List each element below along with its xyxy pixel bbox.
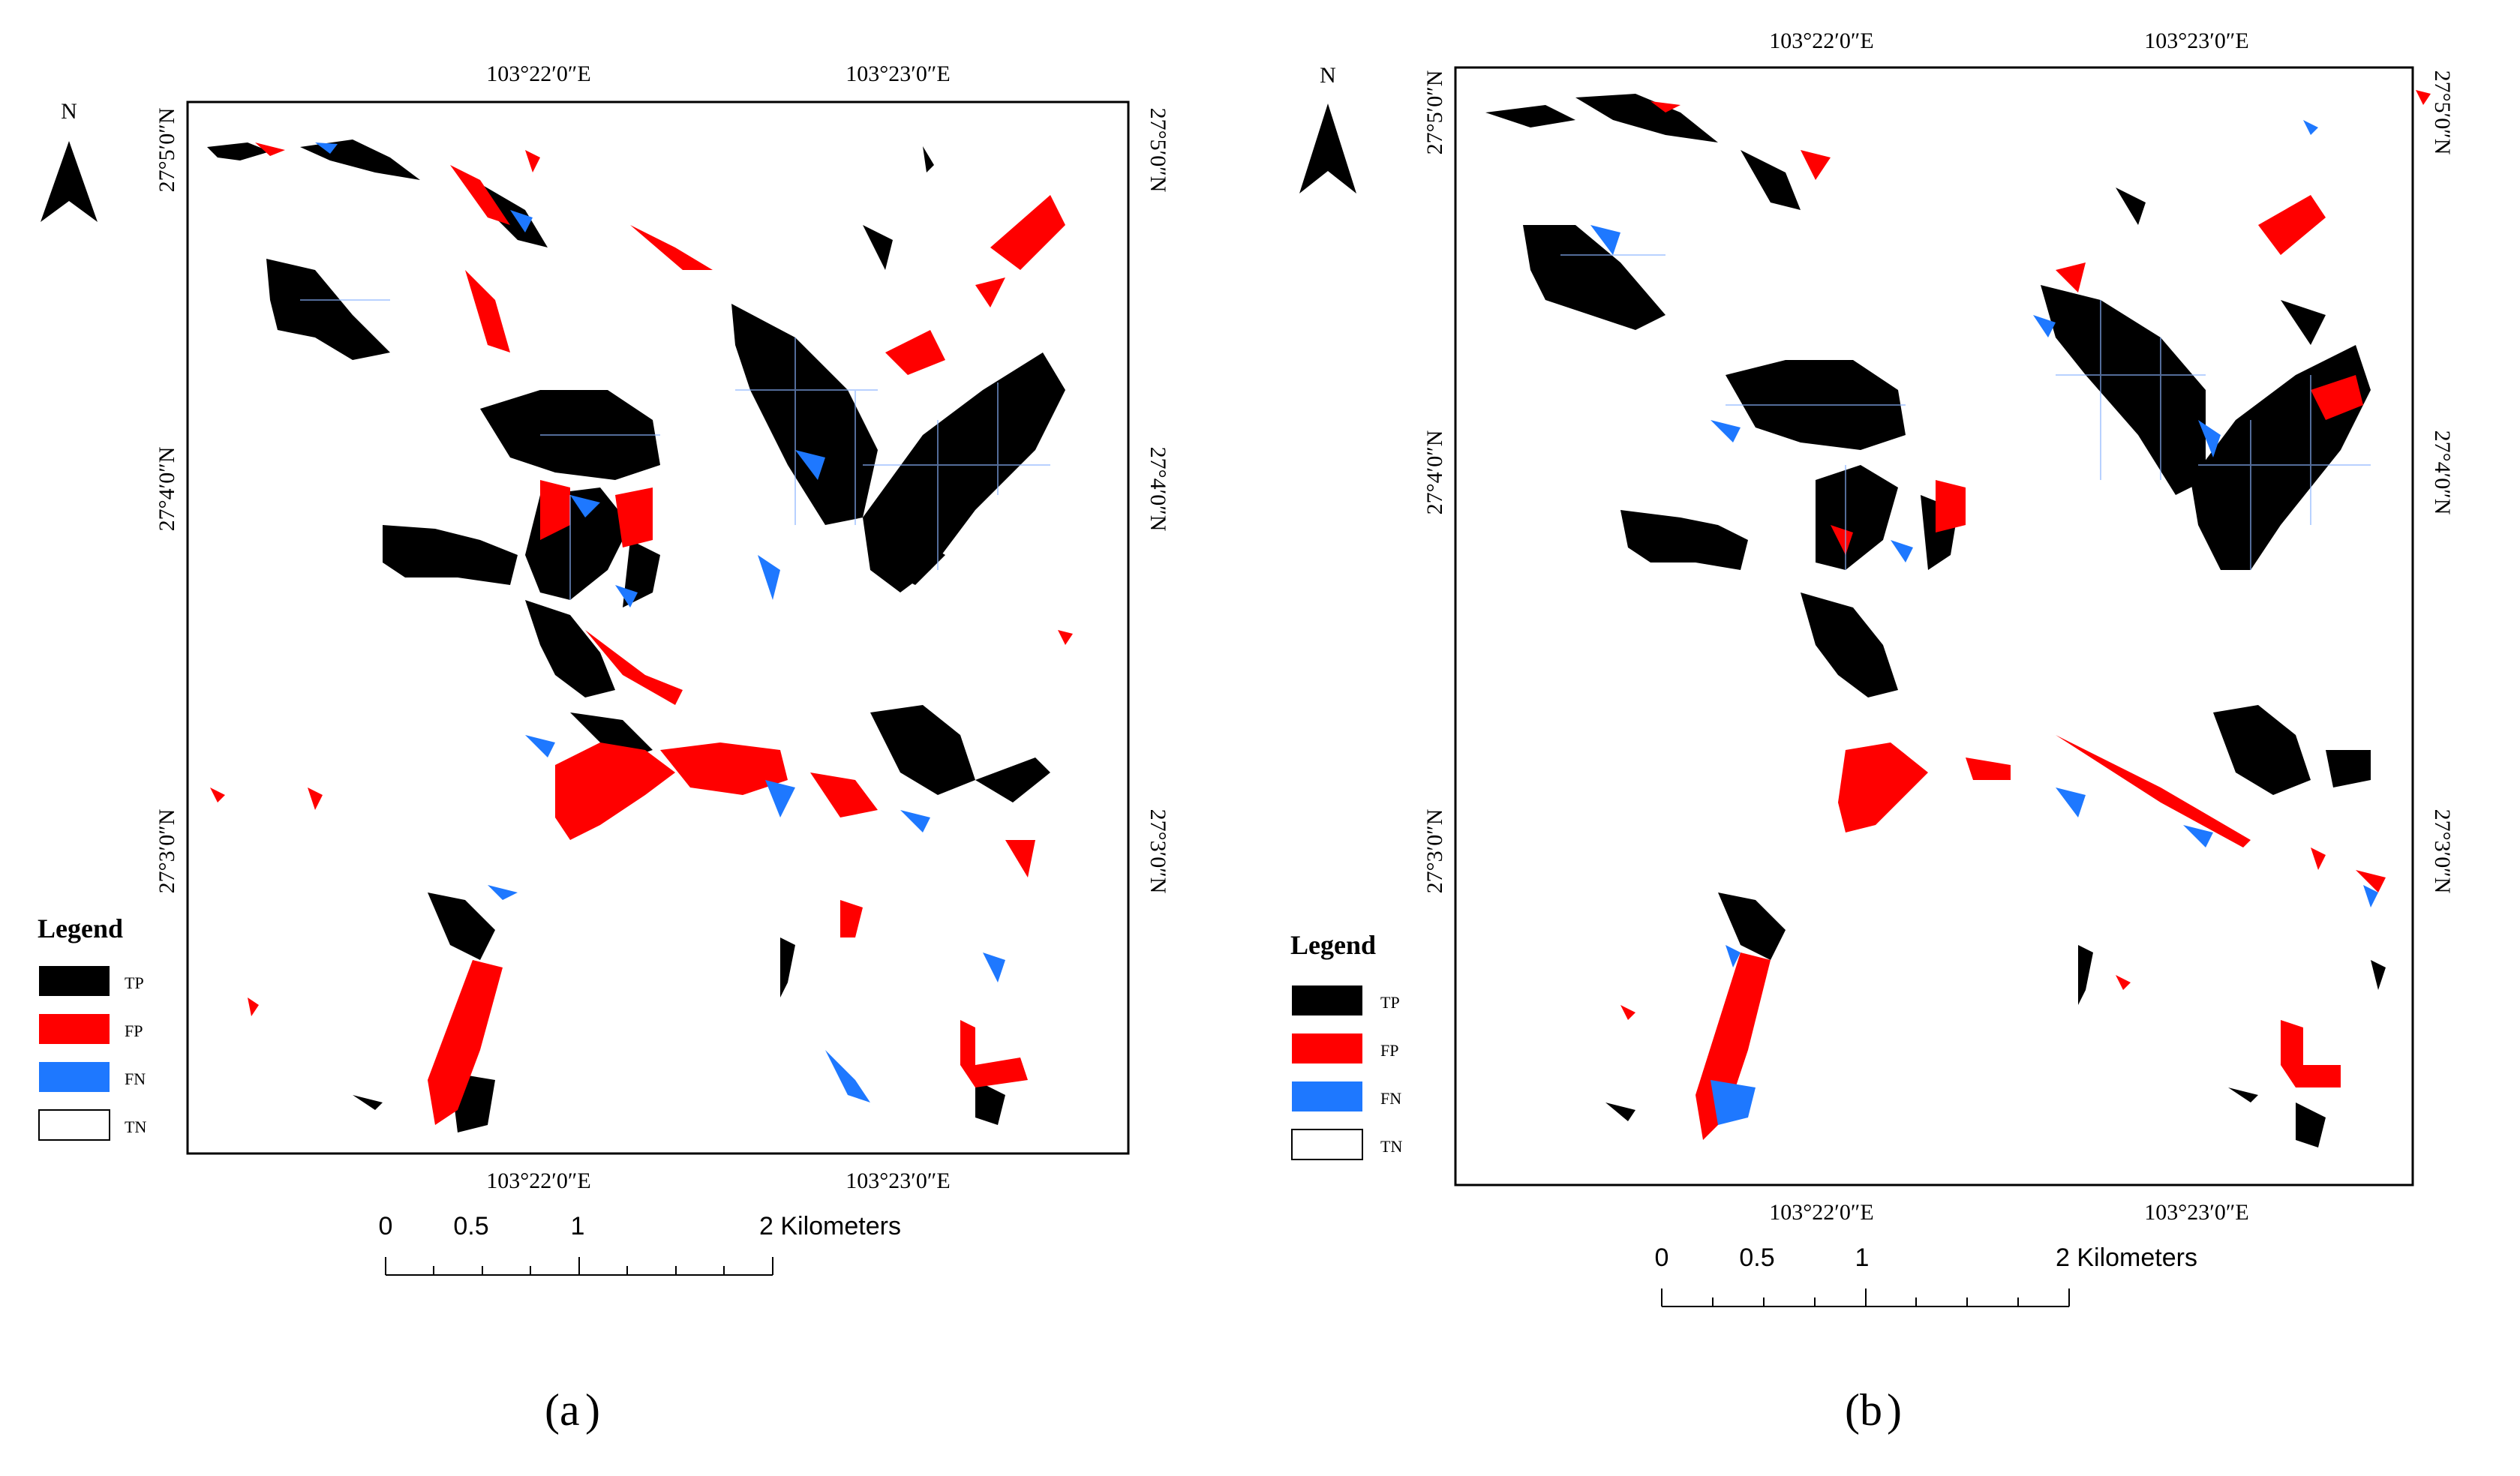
fp-patches xyxy=(210,142,1073,1125)
caption-letter: a xyxy=(560,1385,580,1435)
grid-lines xyxy=(300,299,1050,600)
legend-swatch-fn xyxy=(39,1062,110,1092)
lon-label-bottom-1: 103°22′0″E xyxy=(1769,1200,1873,1225)
legend-label-tn: TN xyxy=(1380,1137,1402,1156)
legend-swatch-fn xyxy=(1292,1082,1362,1112)
landslide-classification-map xyxy=(207,140,1073,1132)
legend-swatch-tn xyxy=(1291,1129,1363,1160)
north-label: N xyxy=(1320,63,1336,88)
lon-label-top-2: 103°23′0″E xyxy=(2144,28,2248,53)
scale-ruler xyxy=(1661,1288,2070,1307)
lat-label-left-1: 27°5′0″N xyxy=(1422,70,1447,155)
legend-label-fp: FP xyxy=(1380,1041,1398,1060)
legend-swatch-tp xyxy=(1292,986,1362,1016)
lon-label-top-2: 103°23′0″E xyxy=(846,62,950,86)
lat-label-right-2: 27°4′0″N xyxy=(1146,447,1170,532)
scale-bar: 0 0.5 1 2 Kilometers xyxy=(379,1212,901,1276)
legend-label-fn: FN xyxy=(125,1070,146,1088)
svg-text:(: ( xyxy=(545,1385,560,1435)
scale-label-1: 1 xyxy=(571,1212,585,1240)
legend-label-fp: FP xyxy=(125,1022,143,1040)
scale-label-0-5: 0.5 xyxy=(453,1212,488,1240)
lat-label-right-1: 27°5′0″N xyxy=(2430,70,2455,155)
lat-label-right-1: 27°5′0″N xyxy=(1146,108,1170,193)
map-figure-b: N 103°22′0″E 103°23′0″E 103°22′0″E 103°2… xyxy=(1290,28,2455,1435)
lat-label-left-3: 27°3′0″N xyxy=(1422,809,1447,894)
legend-swatch-tn xyxy=(38,1109,110,1141)
map-panel-b: N 103°22′0″E 103°23′0″E 103°22′0″E 103°2… xyxy=(1260,0,2520,1472)
north-arrow-icon xyxy=(41,141,98,222)
legend-label-tp: TP xyxy=(1380,993,1400,1012)
legend-title: Legend xyxy=(1290,930,1376,960)
scale-bar: 0 0.5 1 2 Kilometers xyxy=(1655,1244,2197,1307)
lat-label-left-2: 27°4′0″N xyxy=(1422,430,1447,515)
lat-label-right-3: 27°3′0″N xyxy=(1146,809,1170,894)
legend-label-fn: FN xyxy=(1380,1089,1401,1108)
lat-label-right-3: 27°3′0″N xyxy=(2430,809,2455,894)
fn-patches xyxy=(1590,120,2378,1125)
lat-label-right-2: 27°4′0″N xyxy=(2430,430,2455,515)
scale-label-0: 0 xyxy=(1655,1244,1669,1272)
landslide-classification-map xyxy=(1485,90,2431,1148)
svg-text:): ) xyxy=(585,1385,600,1435)
legend-swatch-fp xyxy=(1292,1034,1362,1064)
caption-letter: b xyxy=(1860,1385,1882,1435)
map-figure-a: N 103°22′0″E 103°23′0″E 103°22′0″E 103°2… xyxy=(38,62,1170,1435)
scale-label-2-km: 2 Kilometers xyxy=(2056,1244,2197,1272)
legend-swatch-fp xyxy=(39,1014,110,1044)
fn-patches xyxy=(315,142,1005,1102)
lat-label-left-2: 27°4′0″N xyxy=(155,447,179,532)
lon-label-bottom-2: 103°23′0″E xyxy=(2144,1200,2248,1225)
scale-label-0: 0 xyxy=(379,1212,393,1240)
grid-lines xyxy=(1560,254,2371,570)
panel-caption: ( b ) xyxy=(1845,1385,1902,1435)
lat-label-left-1: 27°5′0″N xyxy=(155,108,179,193)
map-frame xyxy=(186,100,1130,1155)
scale-label-0-5: 0.5 xyxy=(1739,1244,1774,1272)
scale-ruler xyxy=(385,1257,773,1276)
map-panel-a: N 103°22′0″E 103°23′0″E 103°22′0″E 103°2… xyxy=(0,0,1260,1472)
legend-label-tp: TP xyxy=(125,974,144,992)
svg-text:): ) xyxy=(1887,1385,1902,1435)
north-arrow-icon xyxy=(1299,104,1356,194)
lon-label-top-1: 103°22′0″E xyxy=(1769,28,1873,53)
legend: Legend TP FP FN TN xyxy=(1290,930,1402,1160)
lon-label-bottom-1: 103°22′0″E xyxy=(486,1168,590,1193)
scale-label-2-km: 2 Kilometers xyxy=(759,1212,901,1240)
legend-label-tn: TN xyxy=(125,1118,146,1136)
lat-label-left-3: 27°3′0″N xyxy=(155,809,179,894)
legend: Legend TP FP FN TN xyxy=(38,914,146,1141)
panel-caption: ( a ) xyxy=(545,1385,600,1435)
legend-swatch-tp xyxy=(39,966,110,996)
scale-label-1: 1 xyxy=(1855,1244,1870,1272)
legend-title: Legend xyxy=(38,914,123,944)
lon-label-top-1: 103°22′0″E xyxy=(486,62,590,86)
lon-label-bottom-2: 103°23′0″E xyxy=(846,1168,950,1193)
svg-text:(: ( xyxy=(1845,1385,1860,1435)
north-label: N xyxy=(61,99,77,124)
map-frame xyxy=(1454,66,2414,1186)
